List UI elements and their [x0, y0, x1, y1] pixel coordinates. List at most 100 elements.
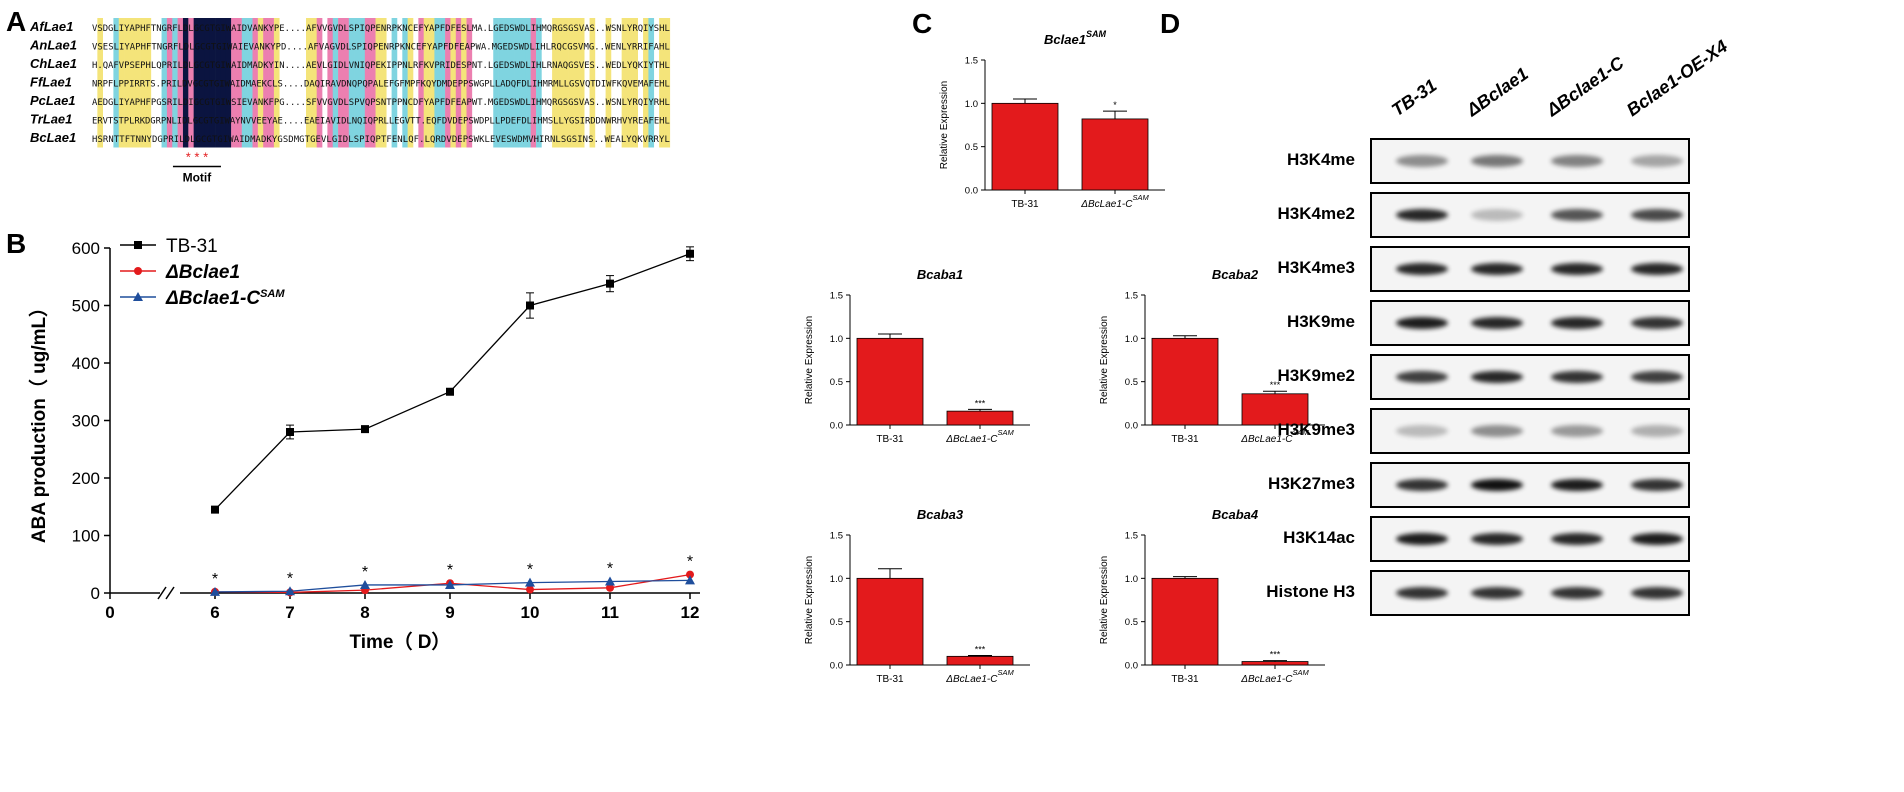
alignment-column-shade	[514, 18, 521, 148]
alignment-column-shade	[364, 18, 371, 148]
data-point-0	[286, 428, 294, 436]
significance-star: *	[362, 564, 368, 581]
blot-band	[1396, 479, 1448, 491]
blot-band	[1631, 425, 1683, 437]
blot-band	[1396, 263, 1448, 275]
alignment-column-shade	[140, 18, 146, 148]
x-tick-label: ΔBcLae1-CSAM	[1080, 193, 1149, 210]
chart-title: Bclae1SAM	[1044, 30, 1106, 47]
alignment-column-shade	[199, 18, 205, 148]
alignment-column-shade	[354, 18, 360, 148]
alignment-column-shade	[177, 18, 184, 148]
alignment-column-shade	[257, 18, 264, 148]
alignment-column-shade	[370, 18, 376, 148]
blot-band	[1551, 425, 1603, 437]
blot-band	[1631, 209, 1683, 221]
significance-label: ***	[975, 398, 986, 408]
blot-row-label: H3K4me	[1286, 150, 1355, 169]
significance-star: *	[447, 562, 453, 579]
alignment-column-shade	[589, 18, 596, 148]
sequence-alignment: AfLae1 VSDGLIYAPHFTNGRFLDLGCGTGIWAIDVANKY…	[29, 10, 830, 225]
alignment-column-shade	[220, 18, 227, 148]
alignment-column-shade	[648, 18, 655, 148]
alignment-row-name: ChLae1	[30, 56, 77, 71]
y-axis-label: Relative Expression	[1099, 316, 1110, 404]
blot-band	[1631, 263, 1683, 275]
alignment-row-name: BcLae1	[30, 130, 76, 145]
blot-strip	[1370, 354, 1690, 400]
alignment-column-shade	[664, 18, 671, 148]
blot-strip	[1370, 570, 1690, 616]
blot-band	[1396, 425, 1448, 437]
y-tick-label: 1.5	[965, 56, 978, 67]
blot-band	[1631, 317, 1683, 329]
y-tick-label: 400	[72, 354, 100, 373]
alignment-column-shade	[204, 18, 210, 148]
series-line-0	[214, 253, 691, 511]
blot-row-label: H3K4me3	[1277, 258, 1356, 277]
blot-band	[1471, 155, 1523, 167]
alignment-row-name: AnLae1	[30, 38, 77, 53]
bar-chart-bcaba2: Bcaba2 0.0 0.5 1.0 1.5 Relative Expression TB-…	[1099, 267, 1325, 445]
alignment-row-sequence: VSESLIYAPHFTNGRFLDLGCGTGIWAIEVANKYPD....…	[92, 43, 670, 53]
chart-title: Bcaba1	[917, 267, 963, 282]
alignment-column-shade	[124, 18, 130, 148]
data-point-2	[210, 586, 220, 596]
y-tick-label: 500	[72, 297, 100, 316]
y-axis-label: Relative Expression	[804, 316, 815, 404]
chart-title: Bcaba2	[1212, 267, 1259, 282]
blot-band	[1631, 371, 1683, 383]
alignment-column-shade	[466, 18, 473, 148]
blot-lane-label: Bclae1-OE-X4	[1622, 36, 1732, 121]
y-axis-label: Relative Expression	[939, 81, 950, 169]
data-point-0	[361, 425, 369, 434]
x-tick-label: 10	[521, 603, 540, 622]
alignment-column-shade	[316, 18, 323, 148]
alignment-column-shade	[605, 18, 612, 148]
bar-chart-bcaba4: Bcaba4 0.0 0.5 1.0 1.5 Relative Expression TB-…	[1099, 507, 1325, 685]
blot-band	[1551, 371, 1603, 383]
alignment-row-sequence: VSDGLIYAPHFTNGRFLDLGCGTGIWAIDVANKYPE....…	[92, 24, 670, 34]
alignment-row-sequence: H.QAFVPSEPHLQPRILDLGCGTGIWAIDMADKYIN....…	[92, 61, 670, 71]
x-tick-label: ΔBcLae1-CSAM	[945, 428, 1014, 445]
alignment-column-shade	[429, 18, 435, 148]
alignment-column-shade	[573, 18, 580, 148]
alignment-column-shade	[172, 18, 178, 148]
alignment-column-shade	[450, 18, 457, 148]
x-tick-label: 12	[681, 603, 700, 622]
chart-title: Bcaba3	[917, 507, 964, 522]
alignment-column-shade	[557, 18, 564, 148]
y-tick-label: 0.0	[830, 661, 843, 672]
blot-band	[1551, 533, 1603, 545]
y-tick-label: 1.5	[1125, 531, 1138, 542]
alignment-column-shade	[445, 18, 451, 148]
blot-strip	[1370, 246, 1690, 292]
alignment-column-shade	[343, 18, 350, 148]
y-tick-label: 0.5	[1125, 617, 1138, 628]
alignment-column-shade	[439, 18, 446, 148]
significance-star: *	[287, 570, 293, 587]
x-tick-label: TB-31	[876, 434, 904, 445]
y-tick-label: 0.5	[830, 377, 843, 388]
alignment-column-shade	[338, 18, 344, 148]
alignment-column-shade	[145, 18, 152, 148]
alignment-row-sequence: NRPFLPPIRRTS.PRILDVGCGTGIWAIDMAEKCLS....…	[92, 80, 670, 90]
y-tick-label: 1.0	[1125, 574, 1138, 585]
bar-chart-bcaba3: Bcaba3 0.0 0.5 1.0 1.5 Relative Expression TB-…	[804, 507, 1030, 685]
y-tick-label: 0.0	[830, 421, 843, 432]
alignment-column-shade	[627, 18, 633, 148]
blot-lane-label: ΔBclae1-C	[1542, 52, 1628, 121]
blot-band	[1631, 479, 1683, 491]
alignment-column-shade	[375, 18, 382, 148]
blot-band	[1471, 587, 1523, 599]
data-point-2	[605, 576, 615, 586]
alignment-column-shade	[423, 18, 430, 148]
alignment-column-shade	[643, 18, 649, 148]
bar-0	[856, 337, 924, 426]
alignment-column-shade	[552, 18, 558, 148]
significance-star: *	[687, 554, 693, 571]
panel-label-d: D	[1160, 8, 1181, 39]
alignment-column-shade	[252, 18, 259, 148]
legend-marker	[133, 292, 143, 301]
alignment-column-shade	[380, 18, 387, 148]
